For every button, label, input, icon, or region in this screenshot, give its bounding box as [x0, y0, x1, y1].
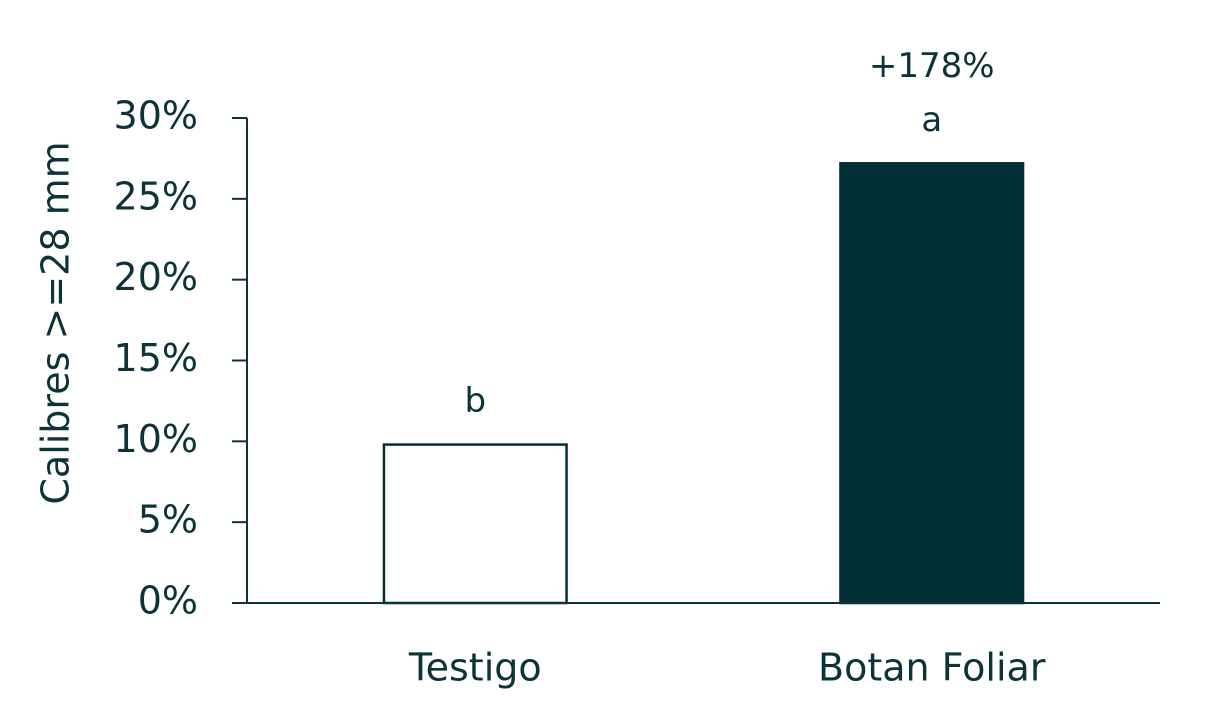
y-tick-label: 5% — [138, 498, 198, 542]
y-axis-label: Calibres >=28 mm — [34, 141, 78, 504]
bar — [382, 443, 568, 605]
bar — [839, 162, 1025, 605]
y-tick-label: 20% — [114, 255, 198, 299]
annotation: +178% — [869, 46, 995, 86]
y-tick-label: 10% — [114, 417, 198, 461]
y-tick-label: 25% — [114, 174, 198, 218]
y-tick-label: 30% — [114, 94, 198, 138]
x-tick-label: Testigo — [408, 646, 542, 690]
x-tick-label: Botan Foliar — [818, 646, 1046, 690]
annotation: a — [921, 100, 942, 140]
y-tick-label: 0% — [138, 579, 198, 623]
y-tick-label: 15% — [114, 336, 198, 380]
annotation: b — [464, 381, 486, 421]
